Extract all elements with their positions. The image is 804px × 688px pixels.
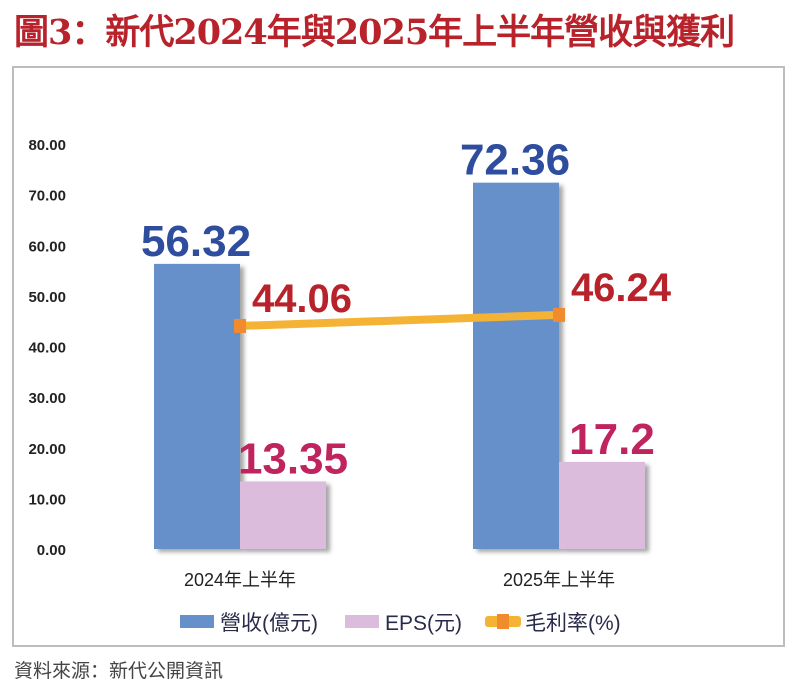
bar-eps	[559, 461, 645, 549]
data-label: 44.06	[252, 277, 352, 321]
line-marker	[553, 307, 565, 322]
x-tick-label: 2024年上半年	[184, 570, 296, 590]
source-note: 資料來源：新代公開資訊	[14, 661, 224, 682]
y-tick-label: 0.00	[37, 542, 66, 559]
bar-revenue	[154, 263, 240, 549]
line-gross-margin	[239, 310, 560, 330]
legend-label: 營收(億元)	[220, 612, 318, 635]
y-tick-label: 30.00	[28, 390, 66, 407]
data-label: 13.35	[238, 434, 348, 483]
legend-label: 毛利率(%)	[525, 612, 621, 635]
y-tick-label: 70.00	[28, 188, 66, 205]
line-marker	[234, 318, 246, 333]
y-tick-label: 80.00	[28, 137, 66, 154]
y-tick-label: 50.00	[28, 289, 66, 306]
data-label: 17.2	[569, 415, 655, 464]
legend-swatch	[345, 615, 379, 628]
chart-title: 圖3：新代2024年與2025年上半年營收與獲利	[14, 12, 735, 53]
data-label: 46.24	[571, 266, 672, 310]
chart-frame	[12, 66, 785, 647]
legend-label: EPS(元)	[385, 612, 462, 635]
y-tick-label: 20.00	[28, 441, 66, 458]
data-label: 56.32	[141, 217, 251, 266]
bar-eps	[240, 481, 326, 549]
y-tick-label: 10.00	[28, 491, 66, 508]
y-tick-label: 60.00	[28, 238, 66, 255]
legend-marker	[497, 614, 509, 629]
y-tick-label: 40.00	[28, 340, 66, 357]
legend-swatch	[180, 615, 214, 628]
x-tick-label: 2025年上半年	[503, 570, 615, 590]
data-label: 72.36	[460, 136, 570, 185]
bar-revenue	[473, 182, 559, 550]
